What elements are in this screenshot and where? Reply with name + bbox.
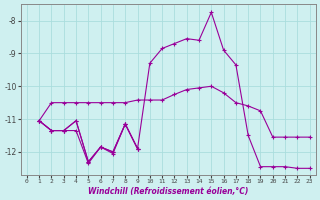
X-axis label: Windchill (Refroidissement éolien,°C): Windchill (Refroidissement éolien,°C) [88, 187, 248, 196]
